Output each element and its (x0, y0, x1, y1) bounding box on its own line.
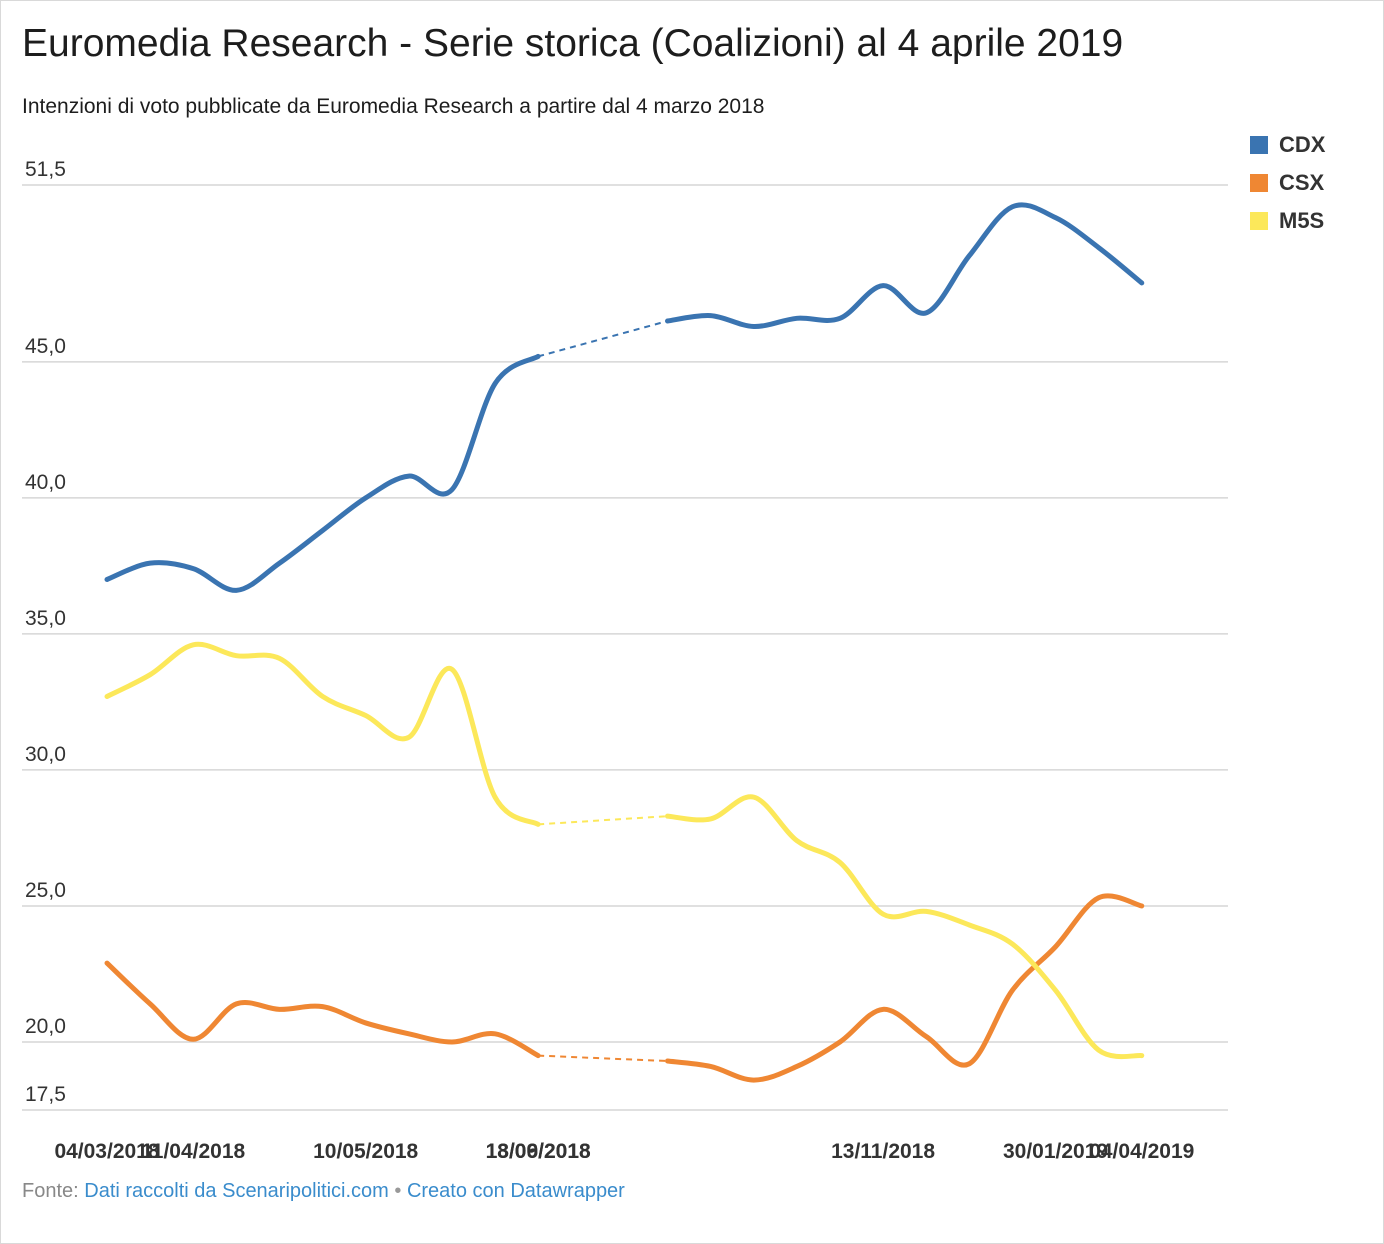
y-axis-labels: 51,5 45,0 40,0 35,0 30,0 25,0 20,0 17,5 (25, 158, 66, 1106)
y-tick-label: 30,0 (25, 743, 66, 766)
source-link[interactable]: Dati raccolti da Scenaripolitici.com (84, 1180, 389, 1202)
legend-swatch-m5s (1250, 212, 1268, 230)
series-line-cdx (104, 353, 541, 593)
legend-swatch-csx (1250, 174, 1268, 192)
series-line-csx (665, 893, 1145, 1083)
legend-item-cdx: CDX (1250, 126, 1325, 164)
series-gap-m5s (538, 815, 668, 826)
x-tick-label: 13/11/2018 (831, 1140, 935, 1163)
y-tick-label: 51,5 (25, 158, 66, 181)
datawrapper-link[interactable]: Creato con Datawrapper (406, 1180, 625, 1202)
y-tick-label: 17,5 (25, 1083, 66, 1106)
chart-subtitle: Intenzioni di voto pubblicate da Euromed… (22, 95, 765, 118)
series-gap-csx (538, 1054, 668, 1063)
x-tick-label: 11/04/2018 (141, 1140, 245, 1163)
series-line-m5s (104, 641, 541, 827)
legend-label-m5s: M5S (1279, 208, 1325, 233)
y-tick-label: 45,0 (25, 335, 66, 358)
legend-item-csx: CSX (1250, 164, 1325, 202)
y-tick-label: 40,0 (25, 471, 66, 494)
grid-lines (22, 184, 1228, 1111)
y-tick-label: 35,0 (25, 607, 66, 630)
series-lines (104, 202, 1145, 1083)
chart-title: Euromedia Research - Serie storica (Coal… (22, 22, 1124, 65)
series-line-csx (104, 960, 541, 1059)
x-tick-label: 18/09/2018 (486, 1140, 591, 1163)
series-line-m5s (665, 794, 1145, 1060)
series-line-cdx (665, 202, 1145, 329)
x-tick-label: 30/01/2019 (1003, 1140, 1108, 1163)
series-gap-cdx (537, 320, 668, 358)
legend-label-cdx: CDX (1279, 132, 1326, 157)
legend-item-m5s: M5S (1250, 202, 1325, 240)
x-tick-label: 04/04/2019 (1089, 1140, 1194, 1163)
footer-separator: • (388, 1180, 407, 1202)
legend: CDX CSX M5S (1250, 126, 1325, 240)
legend-swatch-cdx (1250, 136, 1268, 154)
x-tick-label: 04/03/2018 (54, 1140, 159, 1163)
x-tick-label: 10/05/2018 (313, 1140, 418, 1163)
footer: Fonte: Dati raccolti da Scenaripolitici.… (22, 1180, 625, 1203)
footer-prefix: Fonte: (22, 1180, 85, 1202)
x-tick-label: 13/06/2018 (486, 1140, 591, 1163)
y-tick-label: 20,0 (25, 1015, 66, 1038)
legend-label-csx: CSX (1279, 170, 1325, 195)
y-tick-label: 25,0 (25, 879, 66, 902)
